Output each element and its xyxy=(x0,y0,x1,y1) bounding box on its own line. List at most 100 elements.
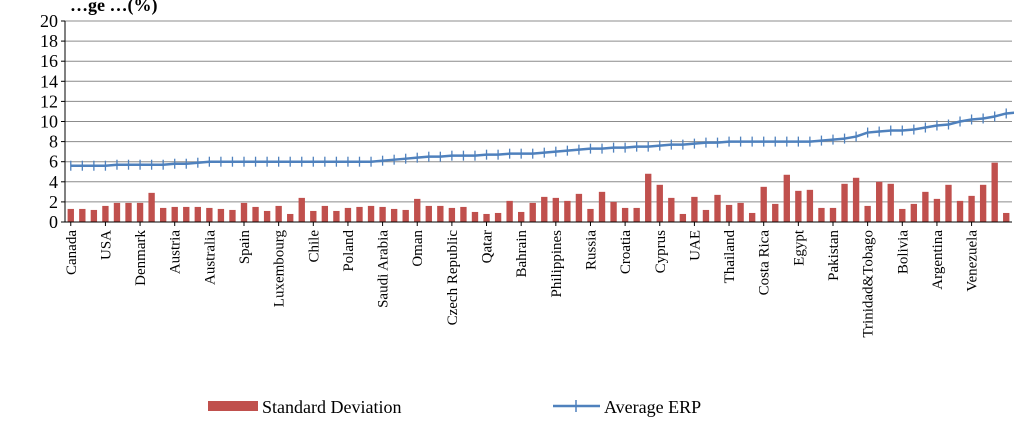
bar xyxy=(494,212,502,222)
bar xyxy=(876,181,883,222)
bar xyxy=(529,202,536,222)
x-tick-label: Cyprus xyxy=(653,230,669,274)
gridlines xyxy=(65,20,1012,203)
bar xyxy=(818,207,825,222)
bar-series xyxy=(67,162,1010,222)
bar xyxy=(125,202,132,222)
legend-swatch-standard-deviation xyxy=(208,401,258,411)
bar xyxy=(159,207,167,222)
bar xyxy=(67,208,74,222)
bar xyxy=(240,202,248,222)
bar xyxy=(725,204,733,222)
bar xyxy=(956,200,964,222)
bar xyxy=(552,197,559,222)
bar xyxy=(229,209,236,222)
average-erp-line xyxy=(70,111,1014,167)
bar xyxy=(471,211,479,222)
bar xyxy=(922,191,929,222)
bar xyxy=(702,209,710,222)
bar xyxy=(968,195,975,222)
bar xyxy=(171,206,178,222)
x-tick-label: Spain xyxy=(237,230,253,265)
x-tick-label: Canada xyxy=(64,230,80,275)
x-tick-label: UAE xyxy=(687,230,703,261)
x-tick-label: Venezuela xyxy=(965,230,981,292)
bar xyxy=(518,211,525,222)
x-tick-label: Trinidad&Tobago xyxy=(861,230,877,338)
bar xyxy=(610,201,617,222)
x-tick-label: Pakistan xyxy=(826,230,842,281)
bar xyxy=(691,196,698,222)
bar xyxy=(448,207,456,222)
bar xyxy=(806,189,814,222)
bar xyxy=(136,202,144,222)
bar xyxy=(252,206,259,222)
x-axis: Canada USA Denmark Austria Australia Spain Lux… xyxy=(64,221,1012,338)
bar xyxy=(390,208,398,222)
y-tick-label: 4 xyxy=(49,172,58,192)
bar xyxy=(321,205,329,222)
bar xyxy=(564,200,571,222)
bar xyxy=(979,184,987,222)
bar xyxy=(310,210,317,222)
bar xyxy=(575,193,583,222)
bar xyxy=(829,207,837,222)
x-tick-label: Egypt xyxy=(791,229,807,266)
bar xyxy=(79,208,86,222)
bar xyxy=(425,205,432,222)
bar xyxy=(887,183,894,222)
bar xyxy=(460,206,467,222)
x-tick-label: Denmark xyxy=(133,230,149,286)
x-tick-label: Russia xyxy=(583,230,599,270)
x-tick-label: Thailand xyxy=(722,230,738,284)
bar xyxy=(90,209,98,222)
x-tick-label: Costa Rica xyxy=(757,230,773,296)
bar xyxy=(356,206,363,222)
bar xyxy=(783,174,790,222)
bar xyxy=(945,184,952,222)
bar xyxy=(991,162,998,222)
bar xyxy=(772,203,779,222)
y-tick-label: 20 xyxy=(40,11,58,31)
x-tick-label: Oman xyxy=(410,230,426,267)
bar xyxy=(367,205,375,222)
bar xyxy=(217,208,225,222)
bar xyxy=(621,207,629,222)
bar xyxy=(483,213,490,222)
y-tick-label: 6 xyxy=(49,152,58,172)
y-tick-label: 12 xyxy=(40,91,58,111)
bar xyxy=(795,190,802,222)
x-tick-label: Austria xyxy=(168,230,184,275)
bar xyxy=(645,173,652,222)
line-series xyxy=(70,108,1014,171)
bar xyxy=(263,210,271,222)
bar xyxy=(437,205,444,222)
bar xyxy=(194,206,201,222)
bar xyxy=(841,183,848,222)
bar xyxy=(933,198,941,222)
bar xyxy=(899,208,906,222)
x-tick-label: Bahrain xyxy=(514,230,530,278)
y-tick-label: 10 xyxy=(40,112,58,132)
bar xyxy=(333,210,340,222)
legend: Standard Deviation Average ERP xyxy=(208,397,701,417)
bar xyxy=(102,205,109,222)
x-tick-label: Croatia xyxy=(618,230,634,274)
bar xyxy=(344,207,352,222)
bar xyxy=(506,200,513,222)
chart-title-fragment: …ge …(%) xyxy=(70,0,157,16)
bar xyxy=(379,206,386,222)
y-tick-label: 2 xyxy=(49,192,58,212)
bar xyxy=(183,206,190,222)
y-tick-label: 8 xyxy=(49,132,58,152)
bar xyxy=(737,202,744,222)
bar xyxy=(1003,212,1010,222)
x-tick-label: Poland xyxy=(341,230,357,272)
bar xyxy=(656,184,663,222)
bar xyxy=(113,202,121,222)
y-tick-label: 16 xyxy=(40,51,58,71)
bar xyxy=(760,186,767,222)
bar xyxy=(541,196,548,222)
